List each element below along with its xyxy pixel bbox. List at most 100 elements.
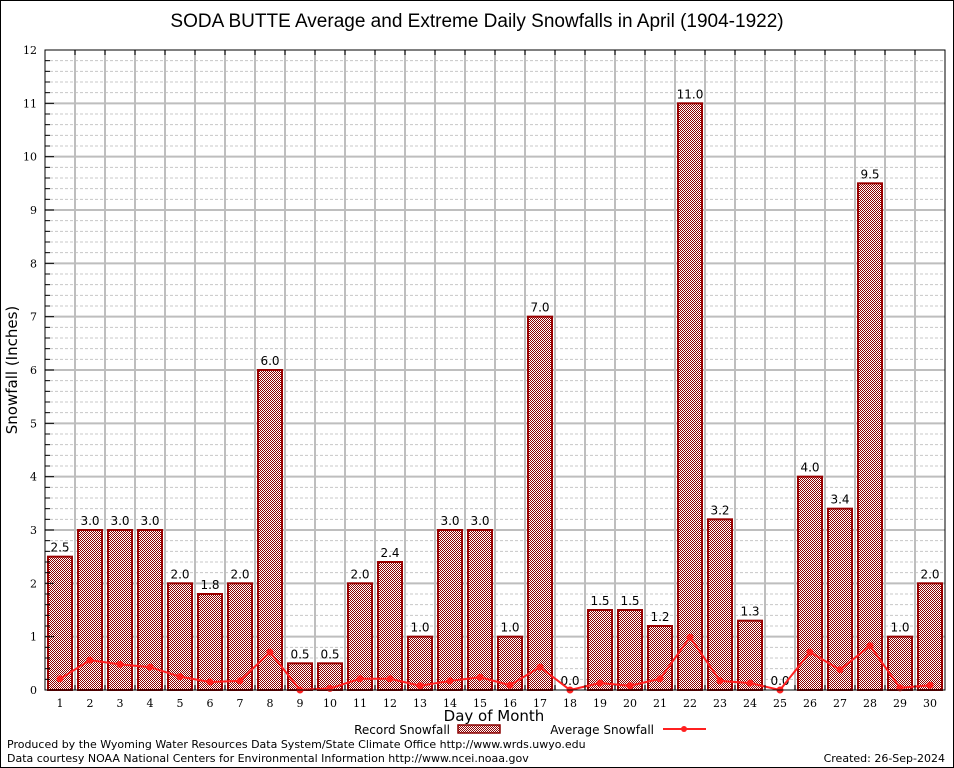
x-tick-label: 25 xyxy=(773,697,787,710)
x-tick-label: 12 xyxy=(383,697,397,710)
average-point xyxy=(206,678,214,686)
average-point xyxy=(86,656,94,664)
average-point xyxy=(716,677,724,685)
x-tick-label: 20 xyxy=(623,697,637,710)
x-tick-label: 14 xyxy=(443,697,457,710)
x-tick-label: 2 xyxy=(87,697,94,710)
average-point xyxy=(356,675,364,683)
average-point xyxy=(536,663,544,671)
y-tick-label: 5 xyxy=(30,417,37,430)
bar-value-label: 3.4 xyxy=(830,493,849,507)
bar-value-label: 1.0 xyxy=(890,621,909,635)
record-bar xyxy=(407,635,433,692)
x-tick-label: 17 xyxy=(533,697,547,710)
average-point xyxy=(836,666,844,674)
y-tick-label: 3 xyxy=(30,524,37,537)
x-tick-label: 27 xyxy=(833,697,847,710)
x-tick-label: 9 xyxy=(297,697,304,710)
y-tick-label: 0 xyxy=(30,684,37,697)
record-bar-labels: 2.5 3.0 3.0 3.0 2.0 1.8 2.0 6.0 0.5 0.5 2.0 2.4 1.0 3… xyxy=(50,87,939,688)
record-bar xyxy=(347,582,373,691)
record-bar xyxy=(677,102,703,692)
bar-value-label: 2.0 xyxy=(920,567,939,581)
bar-value-label: 3.0 xyxy=(140,514,159,528)
average-point xyxy=(176,673,184,681)
footer-created-date: Created: 26-Sep-2024 xyxy=(823,752,945,765)
average-point xyxy=(626,682,634,690)
y-tick-label: 2 xyxy=(30,577,37,590)
x-axis-label: Day of Month xyxy=(444,707,545,725)
x-tick-label: 16 xyxy=(503,697,517,710)
y-tick-label: 10 xyxy=(23,151,37,164)
average-point xyxy=(236,677,244,685)
bar-value-label: 7.0 xyxy=(530,301,549,315)
average-point xyxy=(326,684,334,692)
x-tick-label: 22 xyxy=(683,697,697,710)
bar-value-label: 3.0 xyxy=(440,514,459,528)
record-bar xyxy=(707,518,733,691)
legend-record-swatch xyxy=(457,724,501,734)
y-tick-label: 11 xyxy=(23,97,37,110)
x-tick-label: 10 xyxy=(323,697,337,710)
record-bar xyxy=(257,369,283,691)
record-bar xyxy=(467,529,493,691)
x-tick-label: 4 xyxy=(147,697,154,710)
footer-produced-by: Produced by the Wyoming Water Resources … xyxy=(7,738,586,751)
bar-value-label: 1.0 xyxy=(500,621,519,635)
average-polyline xyxy=(59,635,931,692)
bar-value-label: 2.0 xyxy=(170,567,189,581)
bar-value-label: 0.5 xyxy=(320,647,339,661)
x-tick-label: 21 xyxy=(653,697,667,710)
y-tick-label: 9 xyxy=(30,204,37,217)
bar-value-label: 9.5 xyxy=(860,167,879,181)
bar-value-label: 11.0 xyxy=(677,87,704,101)
average-point xyxy=(386,675,394,683)
record-bar xyxy=(587,609,613,691)
y-tick-label: 1 xyxy=(30,631,37,644)
x-tick-label: 18 xyxy=(563,697,577,710)
record-bar xyxy=(47,555,73,692)
average-point xyxy=(146,663,154,671)
average-point xyxy=(116,660,124,668)
x-tick-label: 11 xyxy=(353,697,367,710)
y-axis-label: Snowfall (Inches) xyxy=(3,306,21,434)
bar-value-label: 4.0 xyxy=(800,461,819,475)
x-tick-label: 26 xyxy=(803,697,817,710)
record-bar xyxy=(617,609,643,691)
average-point xyxy=(266,648,274,656)
x-tick-label: 24 xyxy=(743,697,757,710)
record-bars xyxy=(47,102,943,692)
record-bar xyxy=(527,315,553,691)
x-tick-label: 13 xyxy=(413,697,427,710)
x-axis-ticks: 1 2 3 4 5 6 7 8 9 10 11 12 13 14 15 16 17 18 19 20 21 22 23 24 2… xyxy=(57,50,937,710)
average-point xyxy=(656,675,664,683)
record-bar xyxy=(827,507,853,691)
record-bar xyxy=(797,475,823,691)
bar-value-label: 6.0 xyxy=(260,354,279,368)
bar-value-label: 3.2 xyxy=(710,503,729,517)
record-bar xyxy=(887,635,913,692)
average-point xyxy=(926,681,934,689)
bar-value-label: 3.0 xyxy=(80,514,99,528)
record-bar xyxy=(167,582,193,691)
legend-record-label: Record Snowfall xyxy=(354,723,450,737)
bar-value-label: 1.0 xyxy=(410,621,429,635)
y-tick-label: 7 xyxy=(30,311,37,324)
x-tick-label: 30 xyxy=(923,697,937,710)
y-tick-label: 4 xyxy=(30,471,37,484)
average-point xyxy=(746,679,754,687)
bar-value-label: 1.5 xyxy=(590,594,609,608)
chart-title: SODA BUTTE Average and Extreme Daily Sno… xyxy=(170,11,783,32)
average-point xyxy=(596,679,604,687)
average-point xyxy=(476,673,484,681)
bar-value-label: 1.2 xyxy=(650,610,669,624)
x-tick-label: 29 xyxy=(893,697,907,710)
x-tick-label: 15 xyxy=(473,697,487,710)
x-tick-label: 28 xyxy=(863,697,877,710)
average-point xyxy=(446,677,454,685)
bar-value-label: 2.5 xyxy=(50,541,69,555)
record-bar xyxy=(287,662,313,691)
x-tick-label: 1 xyxy=(57,697,64,710)
